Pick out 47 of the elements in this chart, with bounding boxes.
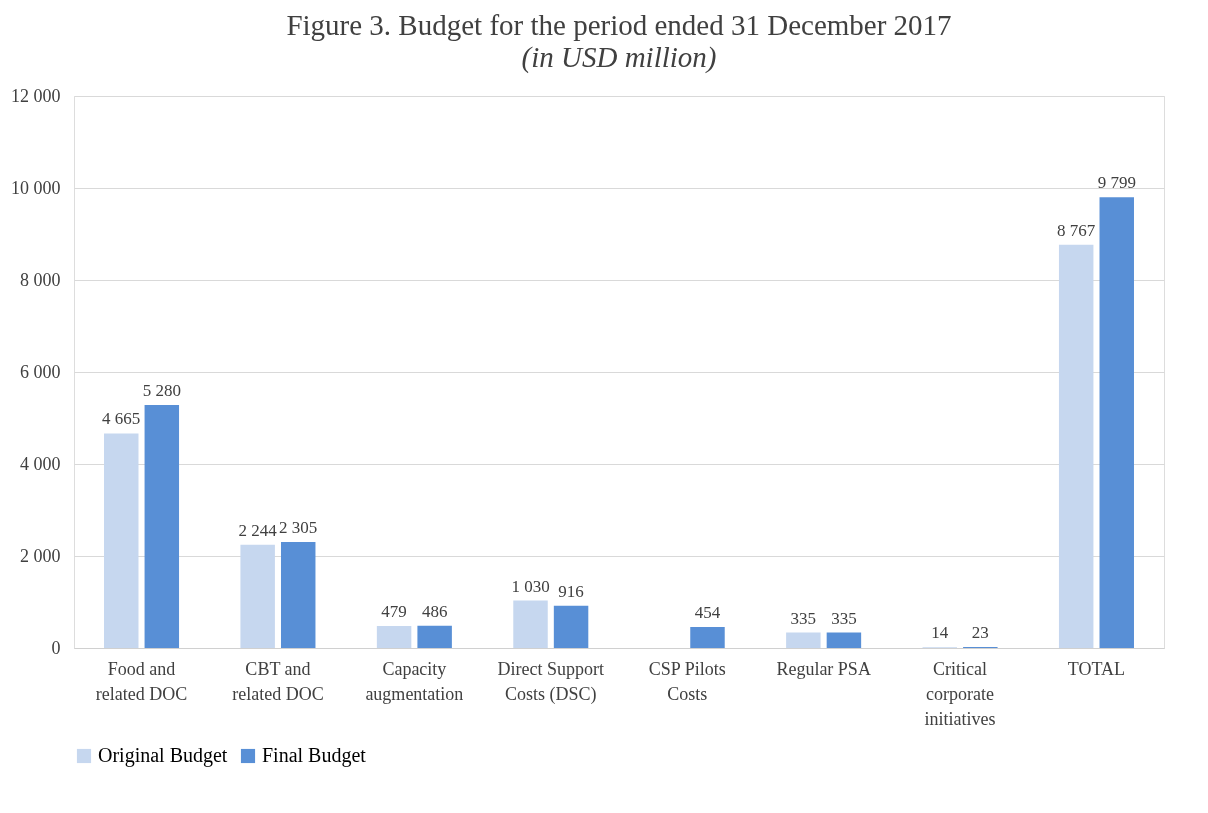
chart-title: Figure 3. Budget for the period ended 31 December 2017 [286,9,952,41]
data-label: 454 [694,603,721,623]
x-tick-label: CSP Pilots Costs [648,658,726,704]
data-label: 2 244 [238,520,278,540]
bar [240,544,275,648]
x-tick-label: CBT and related DOC [232,658,324,704]
data-label: 9 799 [1097,173,1136,193]
bar [690,627,725,648]
data-label: 1 030 [511,576,550,596]
bar [104,433,139,648]
data-label: 335 [790,608,817,628]
data-label: 2 305 [279,517,318,537]
x-tick-label: Direct Support Costs (DSC) [497,658,605,705]
y-tick-label: 8 000 [20,269,61,290]
y-tick-label: 2 000 [20,545,61,566]
data-label: 14 [931,623,949,643]
bar [376,625,412,648]
data-label: 5 280 [142,381,181,401]
bar [786,632,821,648]
y-tick-label: 12 000 [11,85,61,106]
y-tick-label: 4 000 [20,453,61,474]
data-label: 4 665 [102,409,141,429]
bar [826,632,862,648]
legend-label: Original Budget [98,744,228,767]
bar [1099,197,1134,648]
legend-label: Final Budget [262,744,367,767]
x-tick-label: Critical corporate initiatives [924,658,996,729]
x-tick-label: Food and related DOC [95,658,188,704]
data-label: 23 [971,622,989,642]
bar [553,605,589,648]
x-tick-label: Regular PSA [776,658,871,679]
bar [513,600,548,648]
chart-subtitle: (in USD million) [521,41,717,74]
data-label: 486 [421,601,448,621]
bar [280,541,316,648]
y-tick-label: 6 000 [20,361,61,382]
data-label: 479 [381,601,407,621]
data-label: 916 [558,581,584,601]
x-tick-label: TOTAL [1067,658,1126,679]
bar [144,405,180,648]
y-tick-label: 10 000 [11,177,61,198]
bar [417,625,452,648]
data-label: 8 767 [1057,220,1096,240]
y-tick-label: 0 [51,637,61,658]
x-tick-label: Capacity augmentation [365,658,464,704]
bar [1058,244,1094,648]
data-label: 335 [831,608,857,628]
